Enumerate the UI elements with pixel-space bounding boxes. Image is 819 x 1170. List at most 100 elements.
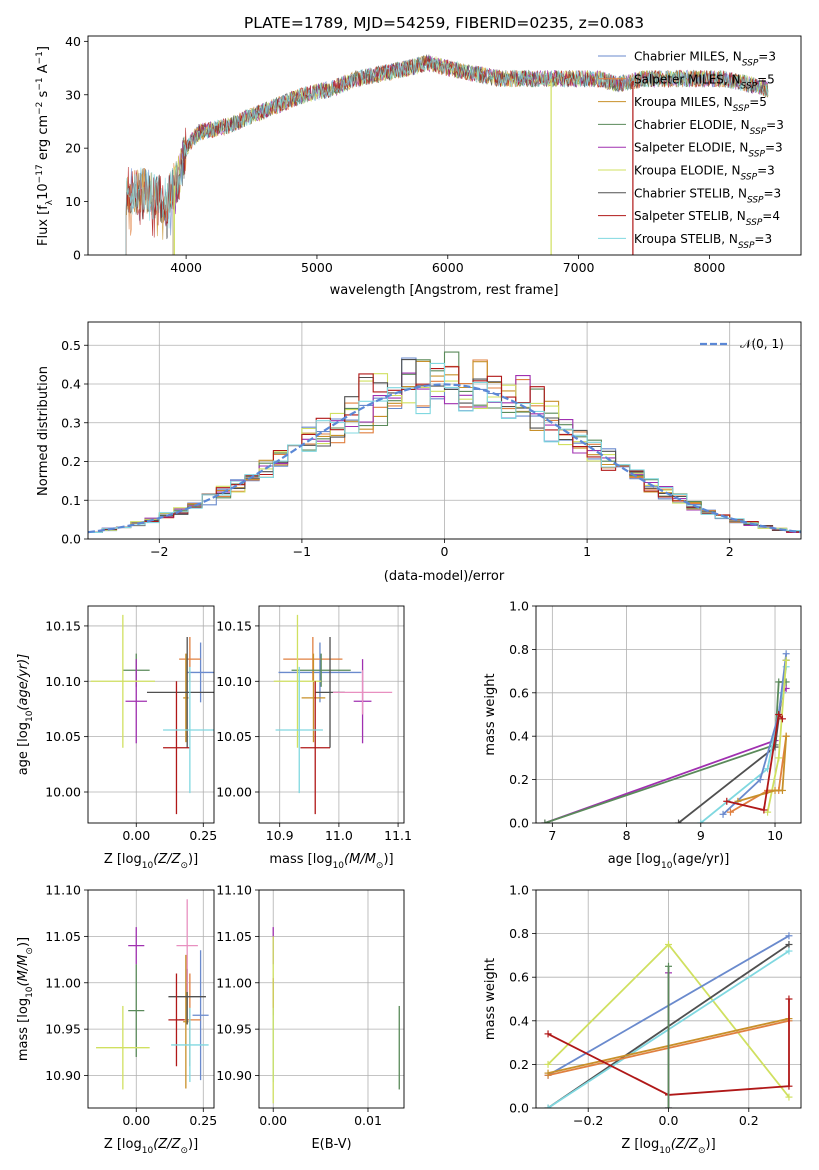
y-tick-label: 0.8 (509, 642, 529, 657)
x-tick-label: 9 (697, 828, 705, 843)
x-tick-label: −2 (150, 544, 168, 559)
x-tick-label: −0.2 (573, 1113, 603, 1128)
axes-weight-age: 7 8 9 10 0.0 0.2 0.4 0.6 0.8 1.0 (509, 599, 802, 843)
y-tick-label: 10.10 (216, 674, 252, 689)
grid-lines (88, 889, 214, 1108)
axes-age-Z: 0.00 0.25 10.00 10.05 10.10 10.15 (45, 605, 217, 843)
y-tick-label: 0.3 (61, 415, 81, 430)
histogram-step (88, 362, 801, 533)
x-tick-label: 6000 (432, 260, 464, 275)
x-tick-label: 0.01 (354, 1113, 382, 1128)
y-tick-label: 0.8 (509, 926, 529, 941)
axes-frame (258, 889, 405, 1109)
x-tick-label: 4000 (170, 260, 202, 275)
x-axis-label: E(B-V) (311, 1137, 351, 1152)
y-axis-label: mass [log10(M/M⊙)] (16, 937, 35, 1061)
gaussian-curve (88, 383, 801, 534)
y-axis-label: mass weight (483, 673, 498, 755)
x-tick-label: 8000 (694, 260, 726, 275)
weight-line (544, 687, 787, 823)
weight-line (722, 653, 788, 815)
y-tick-label: 10.10 (45, 674, 81, 689)
plot-area (125, 54, 769, 255)
axes-frame (535, 889, 802, 1109)
weight-line (726, 712, 784, 812)
y-tick-label: 0.0 (509, 1101, 529, 1116)
x-tick-label: 2 (726, 544, 734, 559)
y-axis-label: Flux [fλ10−17 erg cm−2 s−1 A−1] (35, 46, 55, 246)
x-tick-label: 7 (548, 828, 556, 843)
axes-spectrum: 4000 5000 6000 7000 8000 0 10 20 30 40 (65, 34, 802, 275)
grid-lines (88, 606, 214, 823)
x-tick-label: 0.25 (189, 828, 217, 843)
y-tick-label: 0.4 (509, 729, 529, 744)
x-tick-label: 7000 (563, 260, 595, 275)
x-tick-label: 10 (767, 828, 783, 843)
x-tick-label: 10.9 (266, 828, 294, 843)
grid-lines (259, 889, 404, 1108)
y-tick-label: 11.10 (45, 883, 81, 898)
plot-area (273, 614, 393, 815)
y-tick-label: 1.0 (509, 599, 529, 614)
y-tick-label: 10.90 (216, 1068, 252, 1083)
y-tick-label: 0.0 (61, 532, 81, 547)
plot-area (544, 932, 793, 1108)
y-tick-label: 0.4 (61, 377, 81, 392)
plot-area (88, 351, 801, 534)
weight-line (737, 736, 788, 803)
x-tick-label: 8 (623, 828, 631, 843)
spectrum-legend: Chabrier MILES, NSSP=3 Salpeter MILES, NS… (598, 50, 784, 251)
spectrum-line (125, 56, 769, 255)
plot-area (90, 614, 214, 815)
y-tick-label: 11.00 (45, 975, 81, 990)
axes-frame (87, 889, 215, 1109)
axes-frame (87, 321, 802, 540)
y-tick-label: 40 (65, 34, 81, 49)
legend-label: Salpeter ELODIE, NSSP=3 (634, 141, 783, 160)
y-tick-label: 30 (65, 87, 81, 102)
plot-area (541, 650, 790, 823)
spectrum-line (125, 56, 769, 255)
x-tick-label: 5000 (301, 260, 333, 275)
y-tick-label: 0.6 (509, 970, 529, 985)
x-axis-label: (data-model)/error (384, 569, 505, 584)
y-tick-label: 0.5 (61, 338, 81, 353)
x-tick-label: 11.0 (325, 828, 353, 843)
y-tick-label: 0.6 (509, 685, 529, 700)
x-tick-label: 1 (583, 544, 591, 559)
x-axis-label: mass [log10(M/M⊙)] (269, 852, 393, 871)
legend-label: Salpeter STELIB, NSSP=4 (634, 209, 780, 228)
y-tick-label: 11.05 (45, 929, 81, 944)
y-tick-label: 11.10 (216, 883, 252, 898)
y-tick-label: 0.1 (61, 493, 81, 508)
y-tick-label: 0.0 (509, 816, 529, 831)
axes-frame (535, 605, 802, 824)
plot-area (272, 927, 400, 1104)
x-tick-label: 0 (441, 544, 449, 559)
x-tick-label: 0.0 (659, 1113, 679, 1128)
axes-age-mass: 10.9 11.0 11.1 10.00 10.05 10.10 10.15 (216, 605, 412, 843)
y-tick-label: 1.0 (509, 883, 529, 898)
weight-line (544, 681, 787, 823)
legend-label: Kroupa MILES, NSSP=5 (634, 95, 767, 114)
y-tick-label: 10.00 (216, 785, 252, 800)
x-tick-label: −1 (293, 544, 311, 559)
y-tick-label: 11.05 (216, 929, 252, 944)
x-axis-label: Z [log10(Z/Z⊙)] (621, 1137, 715, 1156)
plot-area (96, 899, 209, 1090)
x-axis-label: wavelength [Angstrom, rest frame] (330, 283, 559, 298)
legend-label: Chabrier ELODIE, NSSP=3 (634, 118, 784, 137)
y-tick-label: 10 (65, 194, 81, 209)
y-axis-label: age [log10(age/yr)] (16, 654, 35, 776)
x-tick-label: 0.00 (122, 828, 150, 843)
y-tick-label: 0 (73, 248, 81, 263)
y-tick-label: 0.2 (61, 454, 81, 469)
y-tick-label: 10.15 (45, 618, 81, 633)
y-tick-label: 0.2 (509, 772, 529, 787)
grid-lines (536, 605, 801, 824)
legend-label: Kroupa ELODIE, NSSP=3 (634, 164, 775, 183)
axes-frame (258, 605, 405, 824)
x-axis-label: Z [log10(Z/Z⊙)] (104, 1137, 198, 1156)
grid-lines (259, 606, 404, 823)
